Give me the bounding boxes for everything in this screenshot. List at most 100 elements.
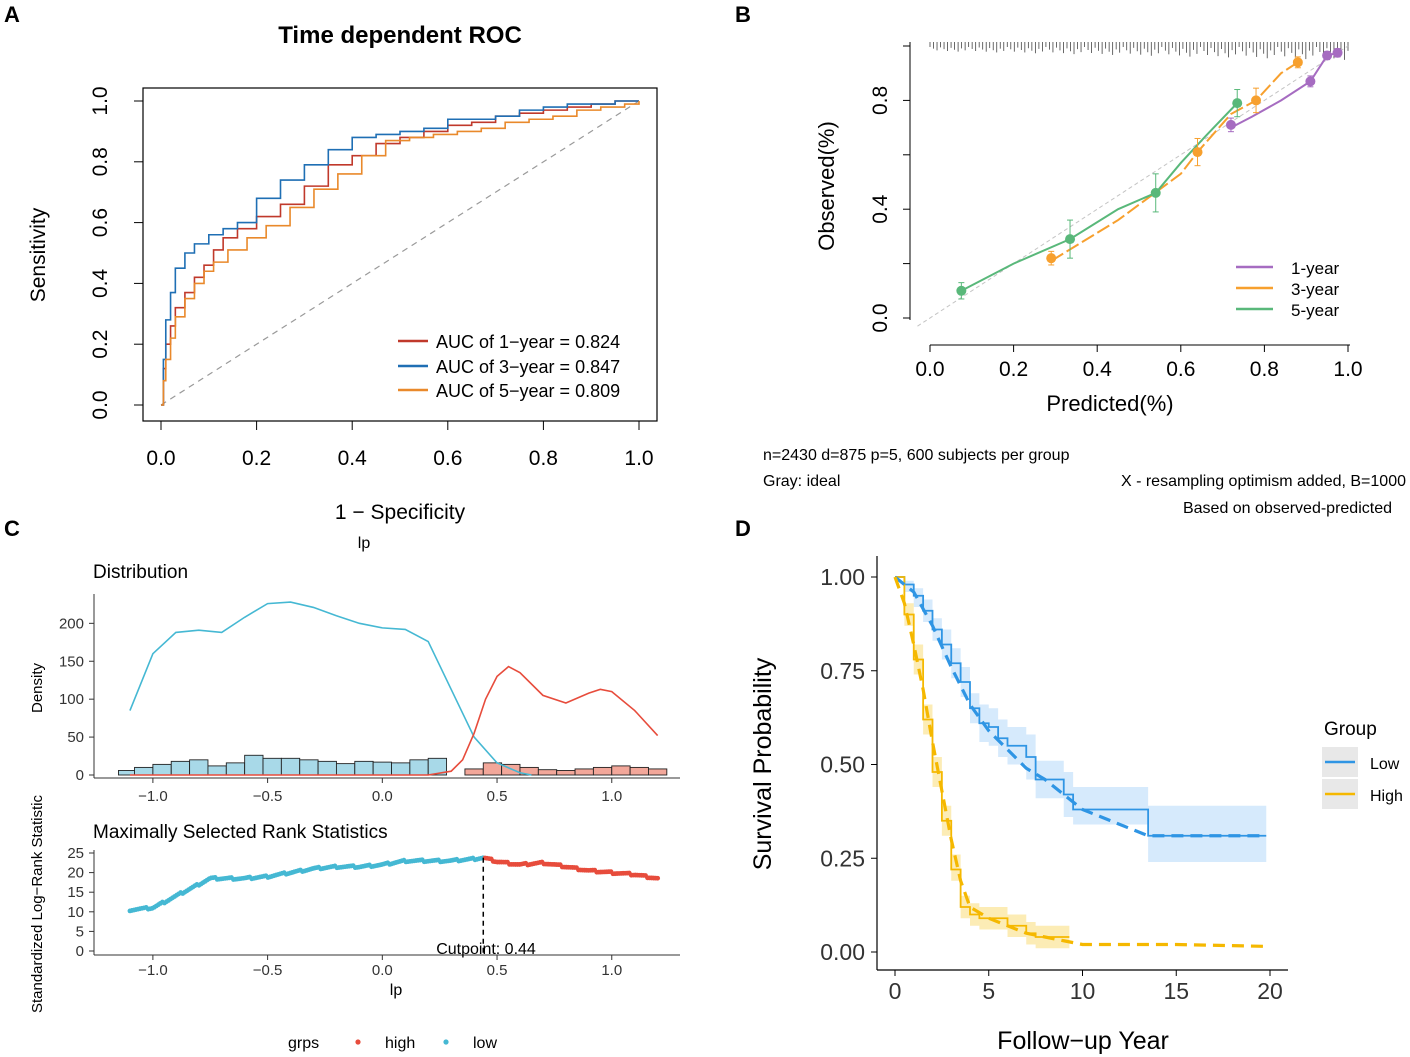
roc-x-tick-label: 0.6 — [433, 447, 462, 470]
calibration-fit-line-5y — [960, 102, 1238, 292]
survival-x-axis-label: Follow−up Year — [997, 1027, 1169, 1055]
distribution-bar-high — [464, 768, 484, 776]
panel-label-a: A — [4, 2, 20, 27]
distribution-x-tick-label: 1.0 — [601, 788, 622, 805]
rank-y-tick-label: 5 — [76, 923, 84, 940]
rank-stats-title: Maximally Selected Rank Statistics — [93, 822, 388, 843]
rank-x-tick-label: 0.5 — [487, 962, 508, 979]
grps-legend-high-marker — [355, 1039, 361, 1045]
survival-x-tick-label: 20 — [1257, 978, 1283, 1004]
panel-label-c: C — [4, 516, 20, 541]
calibration-x-tick-label: 0.6 — [1166, 358, 1195, 381]
survival-legend-high-label: High — [1370, 788, 1403, 805]
rank-x-tick-label: 1.0 — [601, 962, 622, 979]
survival-y-tick-label: 1.00 — [820, 564, 865, 590]
survival-x-tick-label: 0 — [889, 978, 902, 1004]
calibration-legend: 1-year 3-year 5-year — [1236, 259, 1340, 320]
distribution-y-tick-label: 100 — [59, 691, 84, 708]
cutpoint-label: Cutpoint: 0.44 — [436, 941, 536, 958]
rank-x-axis-label: lp — [390, 982, 403, 999]
roc-chart: Time dependent ROC 0.0 0.2 0.4 0.6 0.8 1.0 0.… — [27, 22, 658, 524]
grps-legend-low-label: low — [473, 1035, 497, 1052]
distribution-density-high — [129, 665, 659, 776]
roc-legend-label-5y: AUC of 5−year = 0.809 — [436, 381, 620, 401]
distribution-x-tick-label: −1.0 — [138, 788, 168, 805]
roc-y-tick-label: 0.0 — [89, 390, 112, 419]
roc-legend-label-3y: AUC of 3−year = 0.847 — [436, 357, 620, 377]
rank-x-tick-label: 0.0 — [372, 962, 393, 979]
rank-x-tick-label: −1.0 — [138, 962, 168, 979]
roc-y-tick-label: 1.0 — [89, 86, 112, 115]
rank-x-tick-label: −0.5 — [253, 962, 283, 979]
calibration-point-3-year — [1046, 253, 1057, 264]
roc-x-axis-label: 1 − Specificity — [335, 501, 466, 524]
rank-y-tick-label: 15 — [67, 884, 84, 901]
cutpoint-chart: lp Distribution −1.0 −0.5 0.0 0.5 1.0 050100… — [29, 535, 680, 1052]
survival-x-tick-label: 10 — [1070, 978, 1096, 1004]
calibration-fit-line-3y — [1050, 61, 1299, 262]
survival-y-axis-label: Survival Probability — [749, 657, 777, 870]
roc-curve-3y — [161, 100, 639, 406]
distribution-y-tick-label: 200 — [59, 615, 84, 632]
rank-y-tick-label: 0 — [76, 943, 84, 960]
distribution-bar-low — [409, 759, 429, 776]
rank-y-tick-label: 10 — [67, 904, 84, 921]
roc-legend-label-1y: AUC of 1−year = 0.824 — [436, 332, 620, 352]
distribution-bar-low — [317, 760, 337, 776]
survival-y-tick-label: 0.50 — [820, 752, 865, 778]
survival-y-tick-label: 0.00 — [820, 939, 865, 965]
calibration-point-1-year — [1322, 50, 1333, 61]
distribution-bar-high — [611, 765, 631, 776]
calibration-x-tick-label: 1.0 — [1333, 358, 1362, 381]
calibration-point-5-year — [1150, 187, 1161, 198]
calibration-footer-gray: Gray: ideal — [763, 473, 840, 490]
distribution-bar-low — [391, 762, 411, 776]
roc-y-tick-label: 0.8 — [89, 147, 112, 176]
distribution-density-low — [129, 601, 532, 776]
distribution-x-tick-label: 0.5 — [487, 788, 508, 805]
calibration-x-tick-label: 0.0 — [915, 358, 944, 381]
distribution-bar-low — [244, 754, 264, 776]
distribution-bar-high — [592, 766, 613, 776]
roc-x-tick-label: 1.0 — [624, 447, 653, 470]
grps-legend-title: grps — [288, 1035, 319, 1052]
distribution-y-tick-label: 50 — [67, 729, 84, 746]
distribution-bar-low — [152, 763, 172, 776]
distribution-bar-high — [648, 768, 668, 776]
distribution-title: Distribution — [93, 562, 188, 583]
distribution-x-tick-label: −0.5 — [253, 788, 283, 805]
survival-y-tick-label: 0.75 — [820, 658, 865, 684]
calibration-point-5-year — [956, 285, 967, 296]
calibration-y-axis-label: Observed(%) — [814, 121, 839, 251]
distribution-bar-low — [262, 757, 282, 776]
distribution-bar-low — [225, 762, 246, 776]
calibration-footer-based-on: Based on observed-predicted — [1183, 500, 1392, 517]
roc-title: Time dependent ROC — [278, 22, 522, 49]
distribution-y-axis-label: Density — [29, 662, 46, 713]
calibration-legend-label-5y: 5-year — [1291, 301, 1340, 320]
grps-legend-low-marker — [443, 1039, 449, 1045]
calibration-y-tick-label: 0.4 — [869, 194, 892, 224]
distribution-bar-low — [299, 759, 319, 776]
calibration-legend-label-1y: 1-year — [1291, 259, 1340, 278]
calibration-point-3-year — [1292, 57, 1303, 68]
calibration-footer-resampling: X - resampling optimism added, B=1000 — [1121, 473, 1406, 490]
distribution-bar-high — [629, 766, 649, 776]
distribution-bar-low — [170, 760, 191, 776]
roc-y-tick-label: 0.4 — [89, 268, 112, 298]
survival-y-tick-label: 0.25 — [820, 845, 865, 871]
calibration-point-5-year — [1232, 98, 1243, 109]
calibration-ideal-line — [917, 45, 1349, 327]
calibration-y-tick-label: 0.0 — [869, 303, 892, 332]
distribution-y-tick-label: 0 — [76, 767, 84, 784]
calibration-point-3-year — [1251, 95, 1262, 106]
survival-predicted-curve-high — [893, 576, 1267, 948]
distribution-y-tick-label: 150 — [59, 653, 84, 670]
distribution-bar-high — [482, 762, 503, 776]
rank-y-axis-label: Standardized Log−Rank Statistic — [29, 794, 46, 1013]
roc-x-tick-label: 0.0 — [146, 447, 175, 470]
calibration-footer-line1: n=2430 d=875 p=5, 600 subjects per group — [763, 447, 1070, 464]
survival-x-tick-label: 15 — [1163, 978, 1189, 1004]
distribution-bar-low — [280, 757, 301, 776]
